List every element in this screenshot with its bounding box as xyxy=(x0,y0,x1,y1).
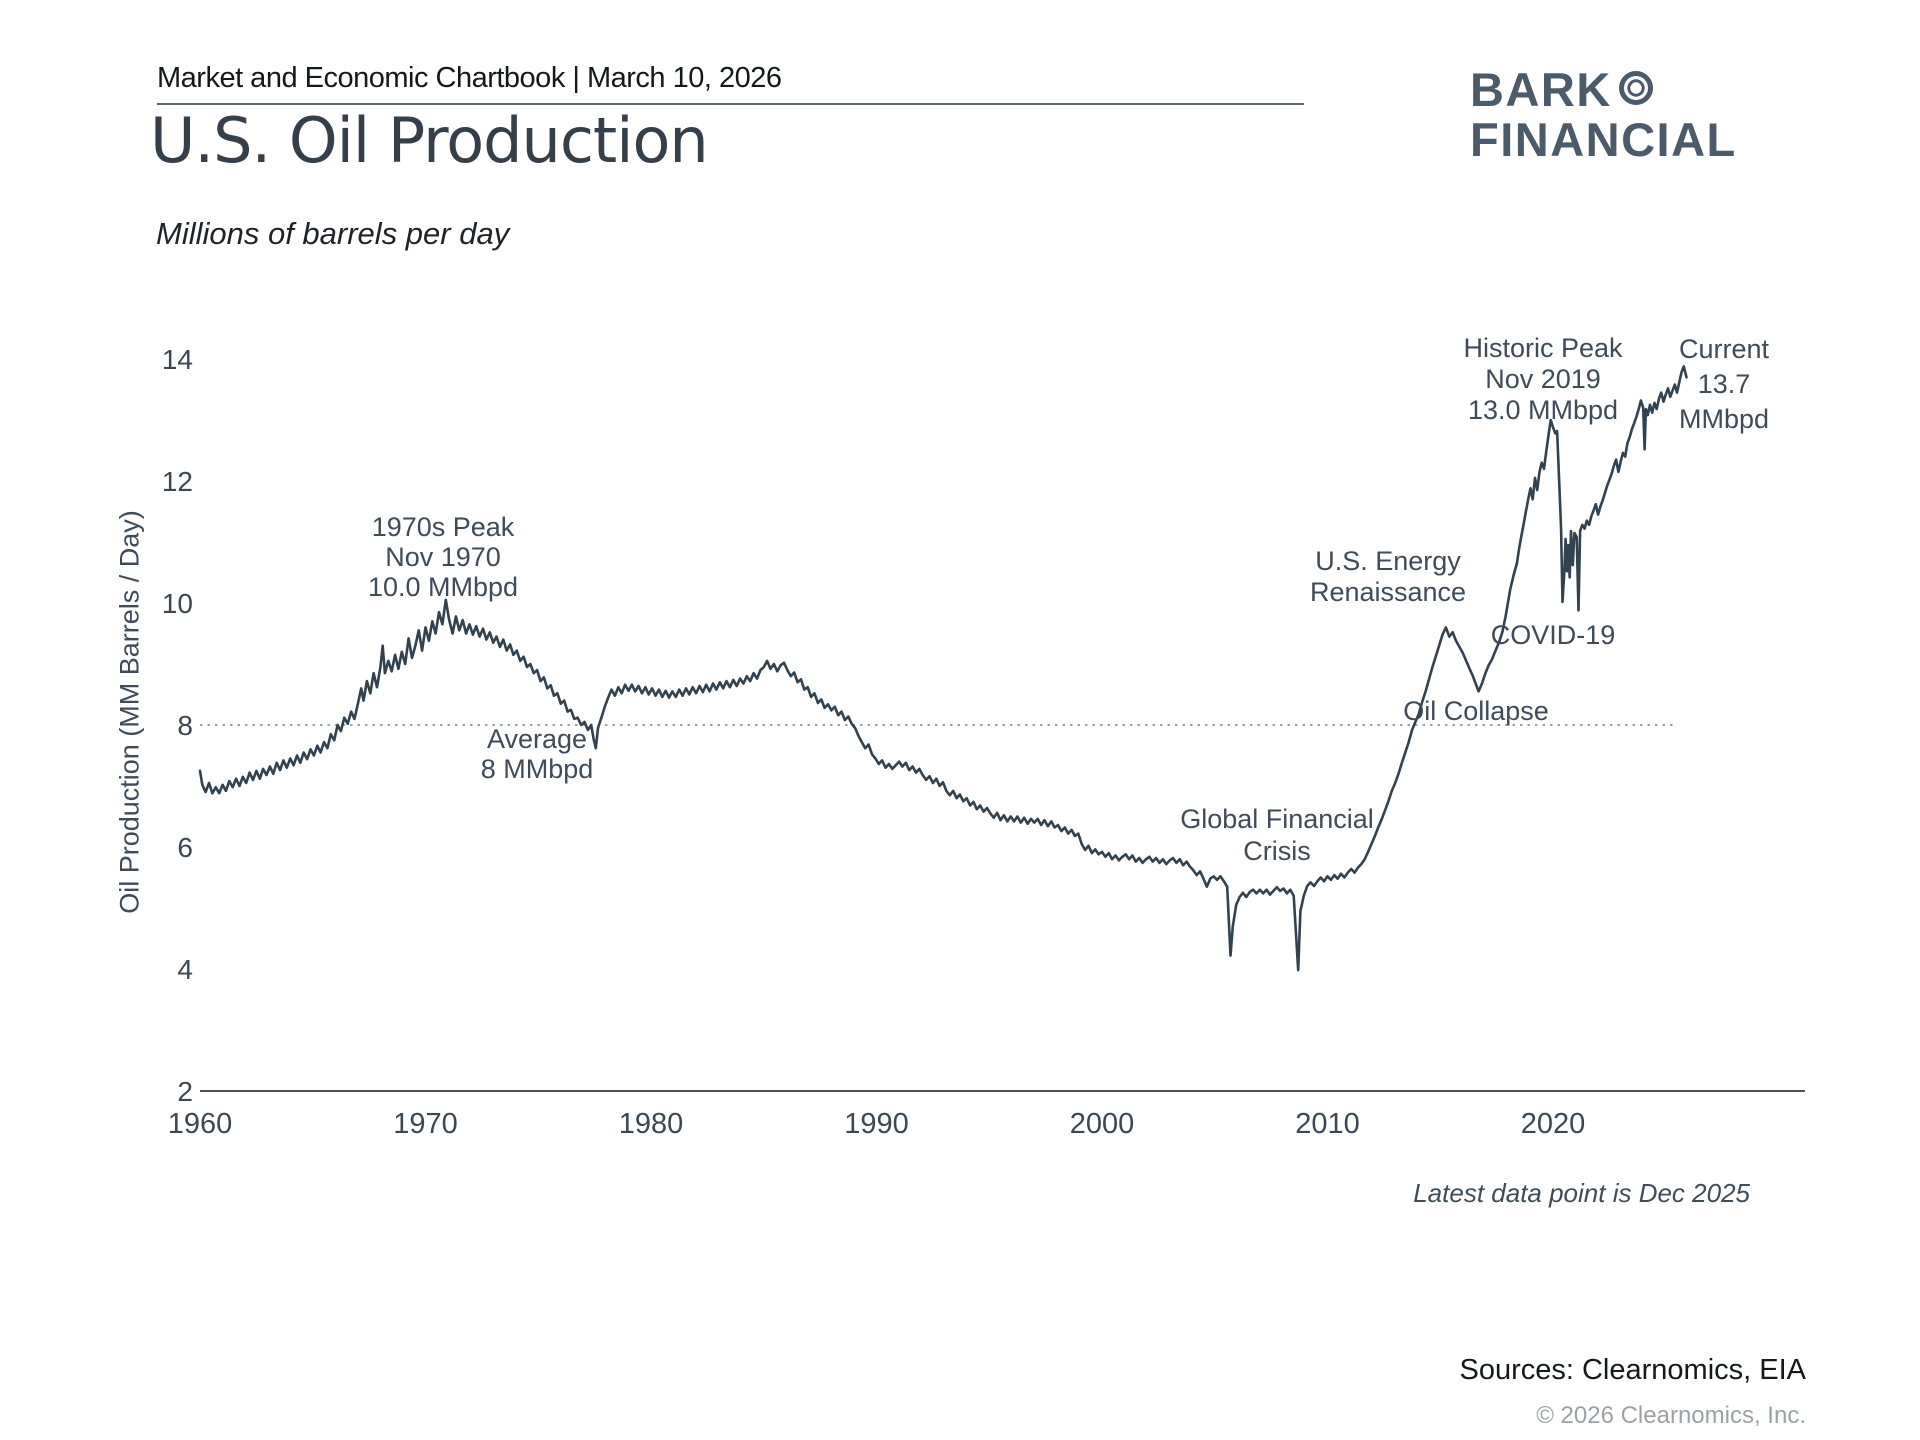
annotation-current: Current 13.7 MMbpd xyxy=(1678,334,1770,434)
y-tick-label: 14 xyxy=(162,344,193,375)
page-title: U.S. Oil Production xyxy=(150,104,709,177)
annotation-covid-19: COVID-19 xyxy=(1490,620,1616,650)
y-tick-label: 4 xyxy=(177,954,193,985)
y-tick-label: 2 xyxy=(177,1076,193,1107)
x-tick-label: 1990 xyxy=(844,1108,909,1140)
annotation-1970s-peak: 1970s Peak Nov 1970 10.0 MMbpd xyxy=(367,512,519,602)
chartbook-header: Market and Economic Chartbook | March 10… xyxy=(157,62,782,94)
y-tick-label: 6 xyxy=(177,832,193,863)
brand-logo-text-financial: FINANCIAL xyxy=(1470,112,1737,166)
annotation-oil-collapse: Oil Collapse xyxy=(1403,696,1549,726)
latest-data-footnote: Latest data point is Dec 2025 xyxy=(1413,1178,1750,1208)
annotation-historic-peak: Historic Peak Nov 2019 13.0 MMbpd xyxy=(1463,333,1623,425)
brand-logo-line1: BARK xyxy=(1470,62,1737,116)
brand-logo-text-bark: BARK xyxy=(1470,62,1612,116)
annotation-average: Average 8 MMbpd xyxy=(480,724,594,784)
double-circle-icon xyxy=(1617,63,1655,118)
copyright-line: © 2026 Clearnomics, Inc. xyxy=(1536,1402,1806,1429)
header-divider xyxy=(157,103,1304,105)
x-tick-label: 1960 xyxy=(168,1108,233,1140)
annotation-energy-renaissance: U.S. Energy Renaissance xyxy=(1309,546,1467,607)
y-tick-label: 10 xyxy=(162,588,193,619)
x-tick-label: 2000 xyxy=(1070,1108,1135,1140)
x-tick-label: 1980 xyxy=(619,1108,684,1140)
brand-logo: BARK FINANCIAL xyxy=(1470,62,1737,166)
brand-logo-line2: FINANCIAL xyxy=(1470,112,1737,166)
annotation-global-financial-crisis: Global Financial Crisis xyxy=(1180,804,1374,866)
sources-line: Sources: Clearnomics, EIA xyxy=(1459,1354,1806,1386)
production-line xyxy=(198,364,1688,972)
page-subtitle: Millions of barrels per day xyxy=(156,216,510,251)
x-tick-label: 1970 xyxy=(393,1108,458,1140)
x-tick-label: 2020 xyxy=(1521,1108,1586,1140)
y-tick-label: 12 xyxy=(162,466,193,497)
x-tick-label: 2010 xyxy=(1295,1108,1360,1140)
y-tick-label: 8 xyxy=(177,710,193,741)
